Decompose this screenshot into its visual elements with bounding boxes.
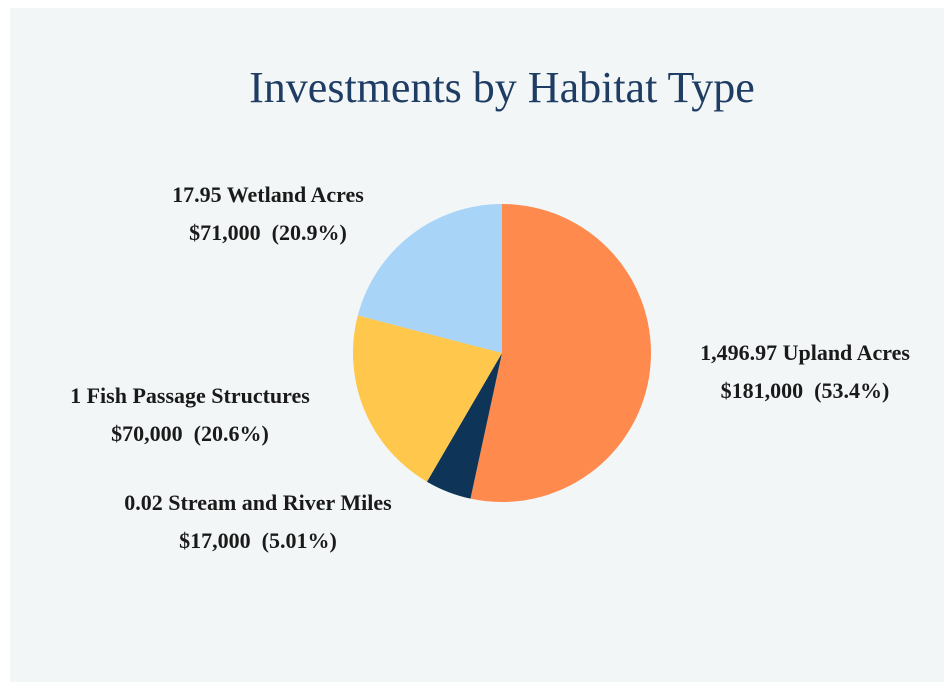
pie-slice xyxy=(357,204,502,353)
slice-value-label: $71,000 (20.9%) xyxy=(189,220,347,245)
slice-value-label: $181,000 (53.4%) xyxy=(721,378,890,403)
pie-slice xyxy=(353,315,502,482)
chart-title: Investments by Habitat Type xyxy=(249,63,755,112)
slice-value-label: $70,000 (20.6%) xyxy=(111,421,269,446)
pie-slice xyxy=(426,353,502,499)
slice-label: 1,496.97 Upland Acres xyxy=(700,340,910,365)
slice-value-label: $17,000 (5.01%) xyxy=(179,528,337,553)
pie-slice xyxy=(470,204,652,502)
slice-label: 0.02 Stream and River Miles xyxy=(124,490,392,515)
slice-label: 1 Fish Passage Structures xyxy=(70,383,310,408)
slice-label: 17.95 Wetland Acres xyxy=(172,182,364,207)
